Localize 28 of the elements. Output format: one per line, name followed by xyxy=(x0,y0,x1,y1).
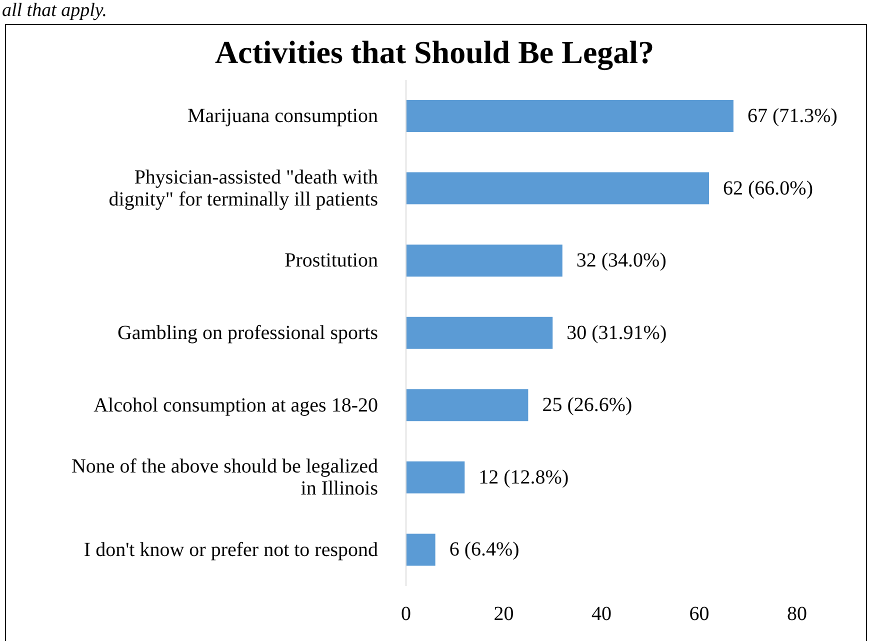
data-label: 12 (12.8%) xyxy=(478,466,569,488)
data-label: 62 (66.0%) xyxy=(723,177,814,200)
y-tick-label: Alcohol consumption at ages 18-20 xyxy=(94,394,378,416)
bar xyxy=(406,461,465,494)
y-tick-label: I don't know or prefer not to respond xyxy=(84,538,378,561)
x-tick-label: 20 xyxy=(494,603,514,626)
x-tick-label: 40 xyxy=(592,603,612,626)
bar xyxy=(406,172,710,204)
text: all that apply. xyxy=(2,0,108,22)
x-tick-label: 0 xyxy=(401,603,411,626)
bar xyxy=(406,389,528,422)
data-label: 6 (6.4%) xyxy=(449,538,520,561)
x-tick-label: 80 xyxy=(787,603,807,626)
x-tick-label: 60 xyxy=(689,603,710,626)
data-label: 30 (31.91%) xyxy=(566,322,667,344)
y-tick-label: Prostitution xyxy=(284,250,378,272)
bar xyxy=(406,316,553,349)
chart-title: Activities that Should Be Legal? xyxy=(214,34,656,71)
bar xyxy=(406,100,734,132)
data-label: 32 (34.0%) xyxy=(576,250,666,272)
y-tick-label: Physician-assisted "death with dignity" for terminally ill patients xyxy=(108,166,378,210)
bar xyxy=(406,244,562,277)
data-label: 67 (71.3%) xyxy=(747,105,838,127)
y-tick-label: Marijuana consumption xyxy=(187,105,378,128)
y-tick-label: Gambling on professional sports xyxy=(117,322,378,344)
bar xyxy=(406,534,436,566)
y-tick-label: None of the above should be legalized in Illinois xyxy=(71,456,378,500)
data-label: 25 (26.6%) xyxy=(542,394,632,416)
